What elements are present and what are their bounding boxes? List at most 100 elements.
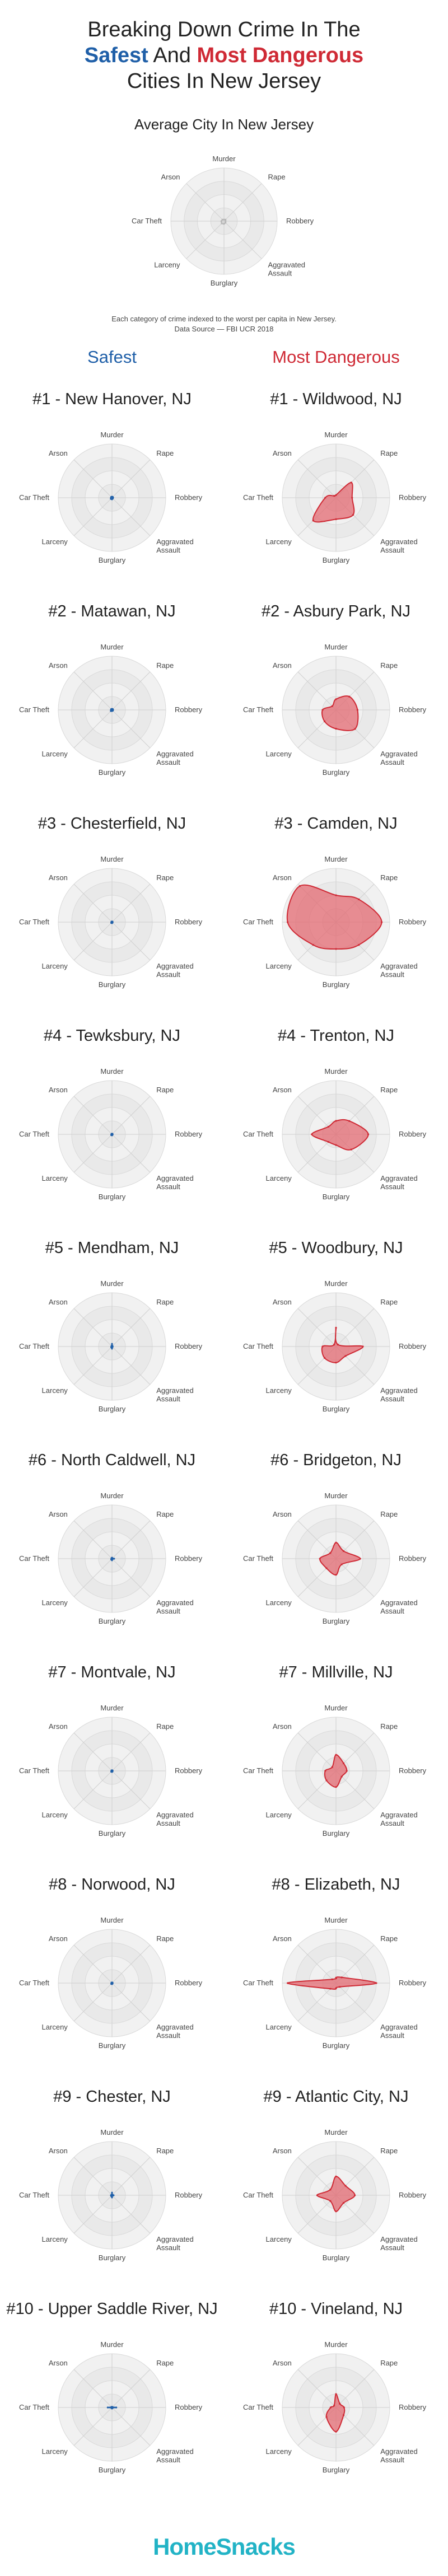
most_dangerous-city-title-4: #4 - Trenton, NJ bbox=[278, 1027, 394, 1045]
safest-1-axis-label-larceny: Larceny bbox=[42, 537, 68, 546]
safest-6-point-robbery bbox=[113, 1558, 115, 1560]
most_dangerous-6-point-rape bbox=[342, 1550, 345, 1553]
safest-2-axis-label-rape: Rape bbox=[156, 661, 174, 670]
most_dangerous-2-point-rape bbox=[348, 695, 351, 698]
safest-2-axis-label-murder: Murder bbox=[100, 643, 124, 651]
most_dangerous-7-axis-label-arson: Arson bbox=[273, 1722, 292, 1731]
most_dangerous-4-point-rape bbox=[348, 1120, 351, 1122]
most_dangerous-4-point-larceny bbox=[327, 1140, 330, 1143]
most_dangerous-city-title-6: #6 - Bridgeton, NJ bbox=[270, 1451, 402, 1469]
most_dangerous-10-axis-label-robbery: Robbery bbox=[399, 2403, 427, 2411]
most_dangerous-2-point-aggravated-assault bbox=[354, 728, 356, 730]
most_dangerous-3-point-larceny bbox=[312, 944, 314, 946]
most_dangerous-2-point-murder bbox=[335, 698, 337, 700]
most_dangerous-6-point-murder bbox=[335, 1541, 337, 1544]
safest-5-spoke-arson bbox=[73, 1308, 113, 1347]
safest-9-axis-label-aggravated-assault: Aggravated Assault bbox=[156, 2235, 194, 2252]
most_dangerous-8-point-murder bbox=[335, 1976, 337, 1979]
most_dangerous-1-point-aggravated-assault bbox=[352, 513, 354, 516]
most_dangerous-7-point-aggravated-assault bbox=[340, 1775, 343, 1778]
most_dangerous-7-axis-label-car-theft: Car Theft bbox=[243, 1766, 273, 1775]
safest-6-axis-label-aggravated-assault: Aggravated Assault bbox=[156, 1598, 194, 1615]
safest-7-spoke-aggravated-assault bbox=[111, 1770, 151, 1810]
safest-radar-chart-1: Murder Rape Robbery Aggravated Assault Burgla… bbox=[19, 431, 203, 564]
most_dangerous-5-axis-label-murder: Murder bbox=[324, 1279, 348, 1288]
safest-7-axis-label-robbery: Robbery bbox=[175, 1766, 203, 1775]
safest-6-axis-label-burglary: Burglary bbox=[99, 1617, 126, 1625]
safest-8-axis-label-aggravated-assault: Aggravated Assault bbox=[156, 2023, 194, 2040]
title-line-2: Safest And Most Dangerous bbox=[0, 43, 448, 68]
average-axis-label-aggravated-assault: Aggravated Assault bbox=[268, 260, 305, 277]
safest-1-spoke-aggravated-assault bbox=[111, 497, 151, 536]
most_dangerous-4-point-arson bbox=[327, 1125, 330, 1128]
most_dangerous-city-title-2: #2 - Asbury Park, NJ bbox=[262, 602, 410, 620]
most_dangerous-city-title-7: #7 - Millville, NJ bbox=[279, 1663, 393, 1681]
safest-3-axis-label-aggravated-assault: Aggravated Assault bbox=[156, 962, 194, 979]
safest-8-axis-label-robbery: Robbery bbox=[175, 1979, 203, 1987]
safest-4-spoke-rape bbox=[111, 1096, 151, 1135]
safest-10-point-robbery bbox=[115, 2406, 118, 2409]
safest-2-spoke-larceny bbox=[73, 709, 113, 749]
most_dangerous-9-spoke-larceny bbox=[297, 2195, 337, 2234]
safest-1-axis-label-aggravated-assault: Aggravated Assault bbox=[156, 537, 194, 554]
most_dangerous-4-axis-label-burglary: Burglary bbox=[323, 1193, 350, 1201]
most_dangerous-7-point-larceny bbox=[325, 1779, 328, 1782]
most_dangerous-7-point-burglary bbox=[335, 1786, 337, 1788]
most_dangerous-8-spoke-larceny bbox=[297, 1983, 337, 2022]
safest-3-spoke-arson bbox=[73, 883, 113, 923]
safest-1-spoke-arson bbox=[73, 459, 113, 498]
most_dangerous-10-axis-label-burglary: Burglary bbox=[323, 2466, 350, 2474]
average-city-title: Average City In New Jersey bbox=[134, 116, 314, 133]
most_dangerous-4-axis-label-car-theft: Car Theft bbox=[243, 1130, 273, 1138]
average-axis-label-murder: Murder bbox=[212, 155, 236, 163]
safest-6-spoke-arson bbox=[73, 1520, 113, 1559]
most_dangerous-1-axis-label-murder: Murder bbox=[324, 431, 348, 439]
most_dangerous-2-axis-label-car-theft: Car Theft bbox=[243, 705, 273, 714]
safest-city-title-2: #2 - Matawan, NJ bbox=[48, 602, 176, 620]
title-and: And bbox=[153, 44, 191, 67]
most_dangerous-3-axis-label-arson: Arson bbox=[273, 873, 292, 882]
average-spoke-aggravated-assault bbox=[223, 221, 262, 259]
most_dangerous-9-point-murder bbox=[335, 2175, 337, 2177]
most_dangerous-8-point-rape bbox=[340, 1976, 343, 1979]
most_dangerous-8-axis-label-murder: Murder bbox=[324, 1916, 348, 1924]
safest-radar-chart-8: Murder Rape Robbery Aggravated Assault Burgla… bbox=[19, 1916, 203, 2050]
safest-city-title-7: #7 - Montvale, NJ bbox=[48, 1663, 176, 1681]
safest-5-axis-label-car-theft: Car Theft bbox=[19, 1342, 49, 1350]
safest-city-title-5: #5 - Mendham, NJ bbox=[45, 1239, 179, 1257]
most_dangerous-8-point-burglary bbox=[335, 1988, 337, 1990]
safest-1-spoke-rape bbox=[111, 459, 151, 498]
most_dangerous-10-axis-label-murder: Murder bbox=[324, 2340, 348, 2349]
most_dangerous-4-axis-label-robbery: Robbery bbox=[399, 1130, 427, 1138]
data-source-note: Data Source — FBI UCR 2018 bbox=[174, 325, 274, 333]
safest-8-axis-label-rape: Rape bbox=[156, 1934, 174, 1943]
safest-10-point-car-theft bbox=[106, 2406, 109, 2409]
most_dangerous-1-axis-label-robbery: Robbery bbox=[399, 493, 427, 502]
safest-6-axis-label-robbery: Robbery bbox=[175, 1554, 203, 1563]
most_dangerous-city-title-8: #8 - Elizabeth, NJ bbox=[272, 1876, 400, 1894]
safest-city-title-4: #4 - Tewksbury, NJ bbox=[44, 1027, 180, 1045]
safest-5-axis-label-robbery: Robbery bbox=[175, 1342, 203, 1350]
most_dangerous-3-axis-label-car-theft: Car Theft bbox=[243, 918, 273, 926]
most_dangerous-5-axis-label-arson: Arson bbox=[273, 1298, 292, 1306]
safest-city-title-8: #8 - Norwood, NJ bbox=[49, 1876, 175, 1894]
safest-2-axis-label-arson: Arson bbox=[49, 661, 68, 670]
most_dangerous-1-axis-label-car-theft: Car Theft bbox=[243, 493, 273, 502]
safest-8-spoke-aggravated-assault bbox=[111, 1983, 151, 2022]
most_dangerous-4-axis-label-larceny: Larceny bbox=[266, 1174, 292, 1182]
most_dangerous-8-point-aggravated-assault bbox=[339, 1986, 341, 1988]
most_dangerous-9-axis-label-aggravated-assault: Aggravated Assault bbox=[380, 2235, 418, 2252]
most_dangerous-7-point-murder bbox=[335, 1754, 337, 1756]
safest-10-spoke-rape bbox=[111, 2369, 151, 2408]
safest-6-spoke-aggravated-assault bbox=[111, 1558, 151, 1597]
most_dangerous-10-point-arson bbox=[333, 2405, 335, 2407]
safest-4-axis-label-murder: Murder bbox=[100, 1067, 124, 1076]
most_dangerous-5-axis-label-rape: Rape bbox=[380, 1298, 398, 1306]
most_dangerous-5-spoke-arson bbox=[297, 1308, 337, 1347]
safest-1-axis-label-robbery: Robbery bbox=[175, 493, 203, 502]
safest-8-spoke-rape bbox=[111, 1944, 151, 1984]
most_dangerous-10-point-murder bbox=[335, 2393, 337, 2395]
safest-city-title-9: #9 - Chester, NJ bbox=[53, 2088, 171, 2106]
most_dangerous-9-point-car-theft bbox=[316, 2194, 318, 2196]
most_dangerous-3-axis-label-burglary: Burglary bbox=[323, 980, 350, 989]
